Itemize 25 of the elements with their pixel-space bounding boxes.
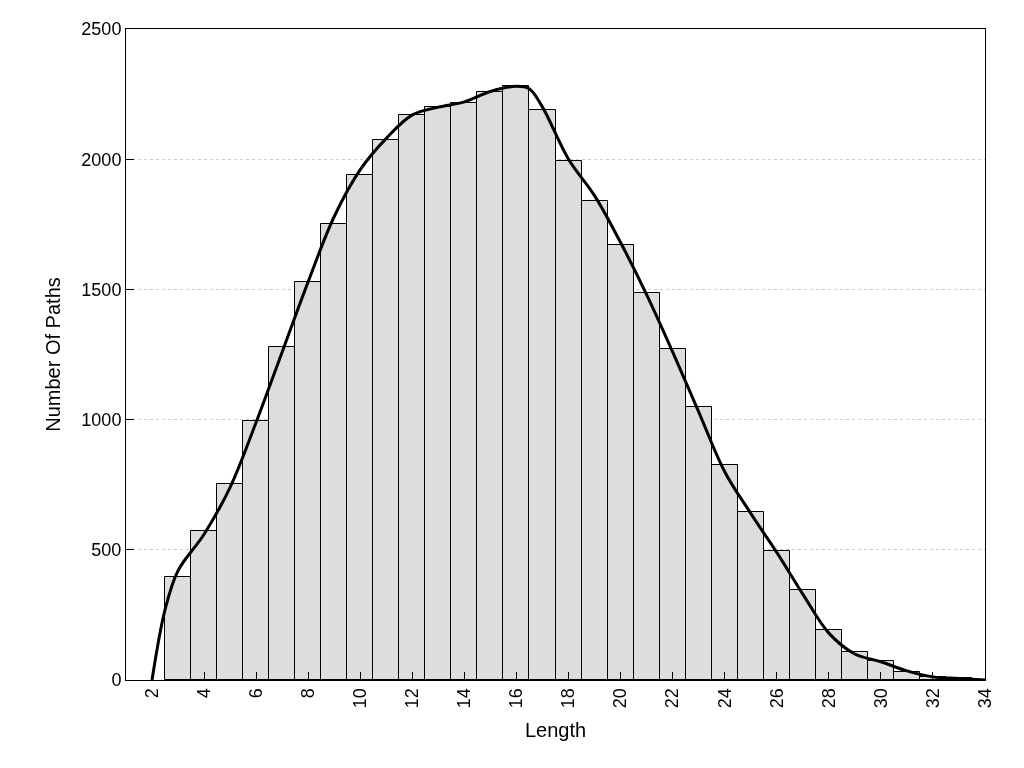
x-tick-label: 8 <box>298 688 319 699</box>
x-tick-label: 30 <box>870 688 891 709</box>
x-tick-label: 34 <box>974 688 995 709</box>
x-tick-label: 18 <box>558 688 579 709</box>
x-tick-label: 22 <box>662 688 683 709</box>
y-tick-label: 1000 <box>81 409 122 430</box>
x-tick-label: 20 <box>610 688 631 709</box>
x-tick-label: 14 <box>454 688 475 709</box>
x-tick-label: 4 <box>193 688 214 699</box>
y-tick-label: 500 <box>91 540 122 561</box>
x-tick-label: 26 <box>766 688 787 709</box>
y-tick-label: 0 <box>111 670 122 691</box>
x-tick-label: 12 <box>402 688 423 709</box>
x-axis-title: Length <box>524 718 587 741</box>
y-tick-label: 1500 <box>81 279 122 300</box>
x-tick-label: 6 <box>246 688 266 699</box>
y-tick-label: 2000 <box>81 149 122 170</box>
x-tick-label: 16 <box>506 688 527 709</box>
x-tick-label: 10 <box>350 688 371 709</box>
x-tick-label: 32 <box>922 688 943 709</box>
x-tick-label: 2 <box>141 688 162 699</box>
y-tick-label: 2500 <box>81 19 122 40</box>
x-tick-label: 28 <box>818 688 839 709</box>
y-axis-title: Number Of Paths <box>41 277 64 432</box>
x-tick-label: 24 <box>714 688 735 709</box>
